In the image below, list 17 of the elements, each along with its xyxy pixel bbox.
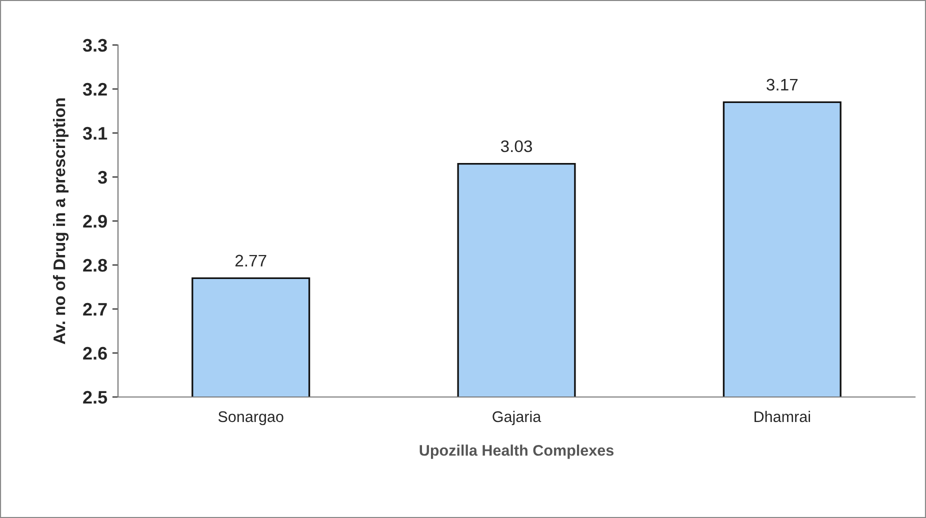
y-tick-label: 2.5 bbox=[83, 390, 108, 404]
data-label: 3.17 bbox=[766, 78, 798, 91]
y-tick-label: 2.8 bbox=[83, 258, 108, 272]
y-tick-label: 2.7 bbox=[83, 302, 107, 316]
x-axis-title: Upozilla Health Complexes bbox=[420, 444, 614, 459]
y-axis-title: Av. no of Drug in a prescription bbox=[52, 98, 69, 344]
y-tick-label: 3.3 bbox=[82, 38, 107, 52]
data-label: 3.03 bbox=[500, 140, 532, 152]
data-label: 2.77 bbox=[235, 254, 266, 266]
y-tick-label: 3 bbox=[98, 170, 107, 184]
y-tick-label: 2.9 bbox=[83, 214, 107, 228]
y-tick-label: 3.1 bbox=[82, 126, 108, 140]
x-tick-label: Sonargao bbox=[218, 411, 284, 426]
x-tick-label: Gajaria bbox=[492, 410, 542, 426]
y-tick-label: 2.6 bbox=[83, 346, 107, 360]
x-tick-label: Dhamrai bbox=[754, 410, 810, 422]
y-tick-label: 3.2 bbox=[82, 82, 107, 96]
